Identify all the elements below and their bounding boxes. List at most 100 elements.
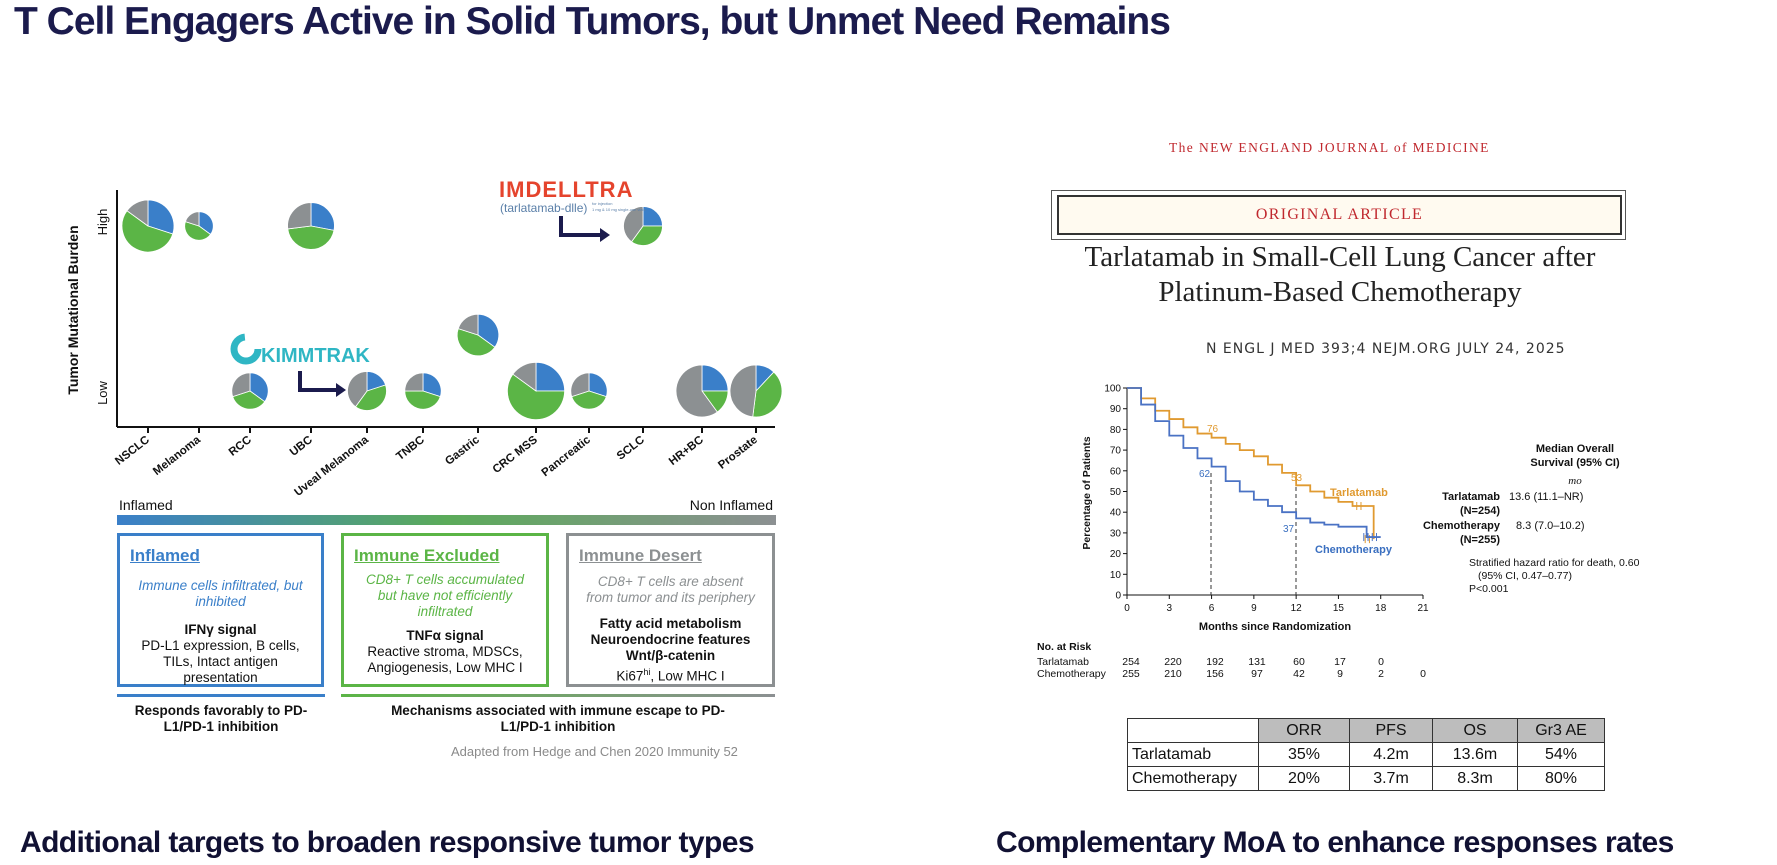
kimmtrak-arrow	[300, 371, 336, 390]
km-x-tick-label: 6	[1209, 603, 1215, 614]
risk-value: 254	[1122, 656, 1140, 668]
response-line-2	[341, 694, 775, 697]
non-inflamed-scale-label: Non Inflamed	[690, 497, 773, 513]
risk-value: 97	[1251, 668, 1263, 680]
results-header-os: OS	[1433, 719, 1518, 743]
results-header-row: ORR PFS OS Gr3 AE	[1128, 719, 1605, 743]
immune-excluded-features: Reactive stroma, MDSCs, Angiogenesis, Lo…	[344, 644, 546, 676]
right-caption: Complementary MoA to enhance responses r…	[996, 826, 1674, 860]
median-arm1-n: (N=254)	[1460, 505, 1500, 517]
results-cell: 3.7m	[1350, 767, 1433, 791]
tumor-tick-label: CRC MSS	[491, 434, 540, 476]
table-row: Tarlatamab 35% 4.2m 13.6m 54%	[1128, 743, 1605, 767]
inflamed-description: Immune cells infiltrated, but inhibited	[120, 578, 321, 610]
risk-table-title: No. at Risk	[1037, 641, 1091, 653]
immune-desert-signal-3: Wnt/β-catenin	[569, 648, 772, 664]
km-y-tick-label: 0	[1115, 591, 1121, 602]
immune-desert-signal: Fatty acid metabolism	[569, 616, 772, 632]
km-y-tick-label: 80	[1110, 425, 1122, 436]
km-annotation-76: 76	[1207, 424, 1219, 435]
risk-value: 42	[1293, 668, 1305, 680]
km-x-tick-label: 3	[1167, 603, 1173, 614]
median-unit: mo	[1568, 475, 1582, 487]
tumor-tick-label: Melanoma	[151, 434, 203, 478]
risk-value: 192	[1206, 656, 1224, 668]
inflamed-box: Inflamed Immune cells infiltrated, but i…	[117, 533, 324, 687]
risk-value: 0	[1420, 668, 1426, 680]
km-y-tick-label: 60	[1110, 466, 1122, 477]
km-survival-chart: Percentage of Patients 01020304050607080…	[1030, 370, 1640, 690]
results-cell: Chemotherapy	[1128, 767, 1259, 791]
km-curve-label-chemotherapy: Chemotherapy	[1315, 544, 1393, 556]
article-type-label: ORIGINAL ARTICLE	[1057, 206, 1622, 224]
km-x-tick-label: 9	[1251, 603, 1257, 614]
median-arm1: Tarlatamab	[1442, 491, 1500, 503]
km-y-tick-label: 70	[1110, 446, 1122, 457]
immune-excluded-signal: TNFα signal	[344, 628, 546, 644]
risk-value: 255	[1122, 668, 1140, 680]
inflamed-heading: Inflamed	[120, 536, 321, 566]
table-row: Chemotherapy 20% 3.7m 8.3m 80%	[1128, 767, 1605, 791]
immune-desert-heading: Immune Desert	[569, 536, 772, 566]
km-y-tick-label: 100	[1104, 384, 1121, 395]
median-arm2-n: (N=255)	[1460, 534, 1500, 546]
risk-value: 156	[1206, 668, 1224, 680]
immune-excluded-box: Immune Excluded CD8+ T cells accumulated…	[341, 533, 549, 687]
imdelltra-logo: IMDELLTRA	[499, 177, 633, 202]
inflamed-scale-label: Inflamed	[119, 497, 173, 513]
risk-arm2-label: Chemotherapy	[1037, 668, 1107, 680]
risk-value: 2	[1378, 668, 1384, 680]
tumor-tick-label: NSCLC	[113, 434, 152, 468]
kimmtrak-arrow-head	[336, 383, 346, 397]
y-axis-label: Tumor Mutational Burden	[65, 225, 81, 394]
immune-desert-description: CD8+ T cells are absent from tumor and i…	[569, 574, 772, 606]
tumor-tick-label: TNBC	[394, 434, 427, 463]
results-cell: Tarlatamab	[1128, 743, 1259, 767]
results-cell: 13.6m	[1433, 743, 1518, 767]
journal-masthead: The NEW ENGLAND JOURNAL of MEDICINE	[1169, 140, 1490, 156]
response-line-1	[117, 694, 325, 697]
pie-slice-inflamed	[536, 362, 565, 391]
pie-slice-desert	[730, 365, 756, 417]
immune-desert-features-rest: , Low MHC I	[650, 669, 724, 684]
immune-desert-signal-2: Neuroendocrine features	[569, 632, 772, 648]
km-y-tick-label: 30	[1110, 528, 1122, 539]
ki67-label: Ki67	[616, 669, 643, 684]
article-citation: N ENGL J MED 393;4 NEJM.ORG JULY 24, 202…	[1206, 341, 1566, 357]
pie-slice-excluded	[288, 226, 334, 249]
risk-arm1-label: Tarlatamab	[1037, 656, 1089, 668]
p-value: P<0.001	[1469, 583, 1509, 595]
median-title: Median Overall	[1536, 443, 1614, 455]
pie-slice-inflamed	[702, 365, 728, 391]
km-y-tick-label: 20	[1110, 549, 1122, 560]
tumor-tick-label: RCC	[227, 434, 254, 459]
risk-value: 131	[1248, 656, 1266, 668]
risk-value: 17	[1334, 656, 1346, 668]
km-y-tick-label: 10	[1110, 570, 1122, 581]
km-annotation-37: 37	[1283, 524, 1295, 535]
source-citation: Adapted from Hedge and Chen 2020 Immunit…	[451, 744, 738, 759]
results-cell: 8.3m	[1433, 767, 1518, 791]
median-arm2-value: 8.3 (7.0–10.2)	[1516, 520, 1585, 532]
pie-slice-inflamed	[311, 203, 334, 231]
median-title-2: Survival (95% CI)	[1530, 457, 1620, 469]
risk-value: 0	[1378, 656, 1384, 668]
km-x-tick-label: 21	[1417, 603, 1429, 614]
immune-excluded-description: CD8+ T cells accumulated but have not ef…	[344, 572, 546, 620]
imdelltra-fine-print-2: 1 mg & 10 mg single-use vials	[592, 207, 645, 212]
hazard-ratio-ci: (95% CI, 0.47–0.77)	[1478, 570, 1572, 582]
imdelltra-subtitle: (tarlatamab-dlle)	[500, 201, 587, 215]
article-title: Tarlatamab in Small-Cell Lung Cancer aft…	[1040, 240, 1640, 310]
results-header-gr3ae: Gr3 AE	[1518, 719, 1605, 743]
inflamed-features: PD-L1 expression, B cells, TILs, Intact …	[120, 638, 321, 686]
km-x-tick-label: 12	[1291, 603, 1303, 614]
imdelltra-arrow-head	[600, 228, 610, 242]
response-text-1: Responds favorably to PD-L1/PD-1 inhibit…	[117, 703, 325, 735]
tmb-bubble-chart: Tumor Mutational Burden High Low NSCLC Me…	[0, 110, 800, 530]
kimmtrak-icon	[234, 337, 258, 361]
imdelltra-arrow	[561, 216, 600, 235]
left-caption: Additional targets to broaden responsive…	[20, 826, 754, 860]
km-curve-tarlatamab	[1127, 388, 1374, 539]
km-y-tick-label: 40	[1110, 508, 1122, 519]
results-header-orr: ORR	[1259, 719, 1350, 743]
